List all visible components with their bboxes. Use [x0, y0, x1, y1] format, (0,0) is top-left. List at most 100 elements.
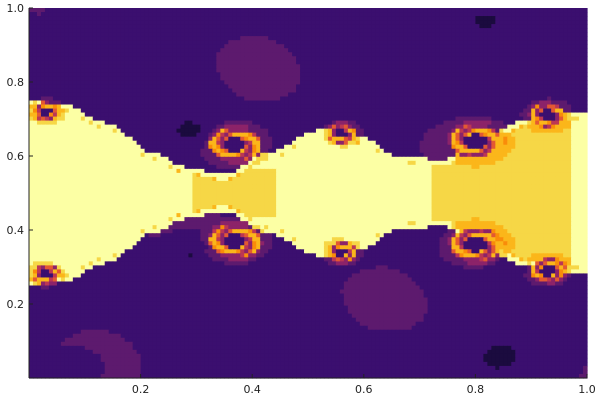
heatmap-cell [240, 92, 245, 98]
heatmap-cell [351, 64, 357, 69]
heatmap-cell [483, 112, 488, 118]
heatmap-cell [100, 136, 106, 142]
heatmap-cell [355, 52, 361, 57]
heatmap-cell [184, 64, 190, 69]
heatmap-cell [387, 40, 393, 45]
heatmap-cell [228, 20, 233, 25]
heatmap-cell [208, 48, 213, 53]
heatmap-cell [519, 140, 524, 146]
heatmap-cell [52, 40, 58, 45]
heatmap-cell [463, 64, 469, 69]
heatmap-cell [319, 48, 325, 53]
heatmap-cell [264, 36, 269, 41]
heatmap-cell [419, 16, 425, 21]
heatmap-cell [144, 100, 150, 106]
heatmap-cell [435, 64, 441, 69]
heatmap-cell [260, 76, 265, 81]
heatmap-cell [499, 36, 504, 41]
heatmap-cell [319, 36, 325, 41]
heatmap-cell [180, 32, 186, 37]
heatmap-cell [539, 84, 544, 90]
heatmap-cell [60, 108, 66, 114]
heatmap-cell [315, 124, 321, 130]
heatmap-cell [343, 8, 349, 13]
heatmap-cell [268, 44, 273, 49]
heatmap-cell [212, 104, 217, 110]
heatmap-cell [96, 24, 102, 29]
heatmap-cell [144, 40, 150, 45]
heatmap-cell [112, 112, 118, 118]
heatmap-cell [276, 36, 281, 41]
heatmap-cell [387, 52, 393, 57]
heatmap-cell [551, 92, 556, 98]
heatmap-cell [379, 72, 385, 77]
heatmap-cell [347, 88, 353, 94]
heatmap-cell [120, 140, 126, 146]
heatmap-cell [443, 24, 449, 29]
heatmap-cell [367, 148, 373, 154]
heatmap-cell [184, 16, 190, 21]
heatmap-cell [431, 68, 437, 73]
heatmap-cell [319, 16, 325, 21]
heatmap-cell [311, 128, 317, 134]
heatmap-cell [172, 116, 178, 122]
heatmap-cell [555, 68, 560, 73]
heatmap-cell [527, 28, 532, 33]
heatmap-cell [495, 20, 500, 25]
heatmap-cell [455, 8, 461, 13]
heatmap-cell [52, 96, 58, 102]
heatmap-cell [124, 132, 130, 138]
heatmap-cell [180, 24, 186, 29]
heatmap-cell [507, 76, 512, 81]
heatmap-cell [343, 112, 349, 118]
heatmap-cell [48, 48, 54, 53]
heatmap-cell [579, 120, 584, 126]
heatmap-cell [280, 40, 285, 45]
heatmap-cell [168, 56, 174, 61]
heatmap-cell [304, 96, 309, 102]
heatmap-cell [188, 136, 194, 142]
heatmap-cell [268, 96, 273, 102]
heatmap-cell [29, 112, 34, 118]
heatmap-cell [96, 28, 102, 33]
heatmap-cell [483, 64, 488, 69]
heatmap-cell [519, 116, 524, 122]
heatmap-cell [244, 36, 249, 41]
heatmap-cell [212, 136, 217, 142]
heatmap-cell [180, 56, 186, 61]
heatmap-cell [483, 80, 488, 86]
heatmap-cell [308, 116, 313, 122]
heatmap-cell [419, 84, 425, 90]
heatmap-cell [499, 132, 504, 138]
heatmap-cell [160, 136, 166, 142]
heatmap-cell [200, 40, 205, 45]
heatmap-cell [92, 88, 98, 94]
heatmap-cell [64, 104, 70, 110]
heatmap-cell [507, 64, 512, 69]
heatmap-cell [220, 92, 225, 98]
heatmap-cell [268, 104, 273, 110]
heatmap-cell [128, 24, 134, 29]
heatmap-cell [567, 140, 572, 146]
heatmap-cell [88, 100, 94, 106]
heatmap-cell [304, 12, 309, 17]
heatmap-cell [204, 104, 209, 110]
heatmap-cell [327, 148, 333, 154]
heatmap-cell [116, 96, 122, 102]
heatmap-cell [435, 76, 441, 81]
heatmap-cell [551, 20, 556, 25]
heatmap-cell [168, 144, 174, 150]
heatmap-cell [200, 24, 205, 29]
heatmap-cell [503, 104, 508, 110]
heatmap-cell [559, 84, 564, 90]
heatmap-cell [471, 48, 476, 53]
heatmap-cell [563, 120, 568, 126]
heatmap-cell [387, 80, 393, 86]
heatmap-cell [475, 132, 480, 138]
heatmap-cell [216, 80, 221, 86]
heatmap-cell [200, 64, 205, 69]
heatmap-cell [308, 56, 313, 61]
heatmap-cell [88, 64, 94, 69]
heatmap-cell [92, 32, 98, 37]
heatmap-cell [423, 124, 429, 130]
